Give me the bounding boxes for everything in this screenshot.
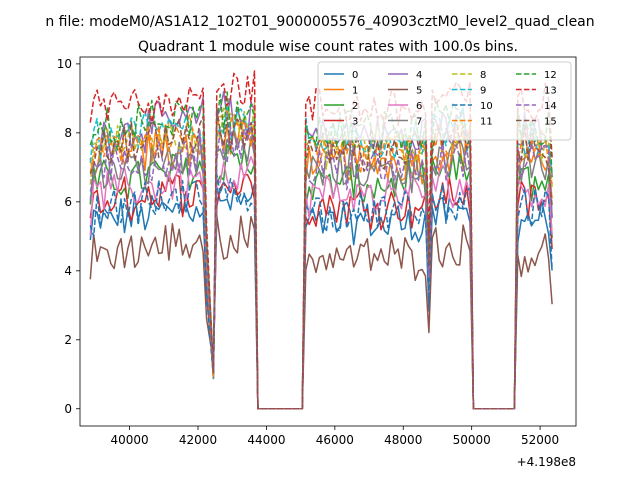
series-line-15 [89,106,553,410]
figure-suptitle: n file: modeM0/AS1A12_102T01_9000005576_… [45,14,594,30]
legend-label-5: 5 [416,86,422,97]
x-tick-label: 40000 [111,433,149,447]
legend-label-10: 10 [480,101,493,112]
x-tick-label: 48000 [384,433,422,447]
x-tick-label: 52000 [521,433,559,447]
series-line-10 [89,173,553,410]
legend-label-11: 11 [480,117,493,128]
series-line-9 [89,105,553,410]
series-line-3 [89,173,553,410]
legend-label-13: 13 [544,86,557,97]
legend-label-0: 0 [352,70,358,81]
x-tick-label: 50000 [453,433,491,447]
y-tick-label: 10 [57,57,72,71]
y-tick-label: 8 [64,126,72,140]
series-line-6 [89,155,553,410]
series-line-5 [89,215,553,410]
plot-frame [79,56,577,427]
legend-label-3: 3 [352,117,358,128]
x-tick-label: 44000 [247,433,285,447]
legend-label-2: 2 [352,101,358,112]
legend-label-14: 14 [544,101,557,112]
y-tick-label: 2 [64,333,72,347]
legend-label-1: 1 [352,86,358,97]
legend-box [317,61,572,141]
legend-label-4: 4 [416,70,422,81]
x-axis: 40000 42000 44000 46000 48000 50000 52000 [111,426,559,447]
legend-label-12: 12 [544,70,557,81]
y-axis: 0 2 4 6 8 10 [57,57,80,416]
legend-label-6: 6 [416,101,422,112]
series-line-0 [89,183,553,410]
y-tick-label: 4 [64,264,72,278]
y-tick-label: 0 [64,402,72,416]
series-line-14 [89,124,553,410]
x-tick-label: 46000 [316,433,354,447]
x-axis-offset-label: +4.198e8 [517,455,576,469]
legend-label-9: 9 [480,86,486,97]
legend-label-8: 8 [480,70,486,81]
legend-label-7: 7 [416,117,422,128]
y-tick-label: 6 [64,195,72,209]
chart-title: Quadrant 1 module wise count rates with … [138,39,518,55]
x-tick-label: 42000 [179,433,217,447]
legend-label-15: 15 [544,117,557,128]
series-line-11 [89,110,553,410]
